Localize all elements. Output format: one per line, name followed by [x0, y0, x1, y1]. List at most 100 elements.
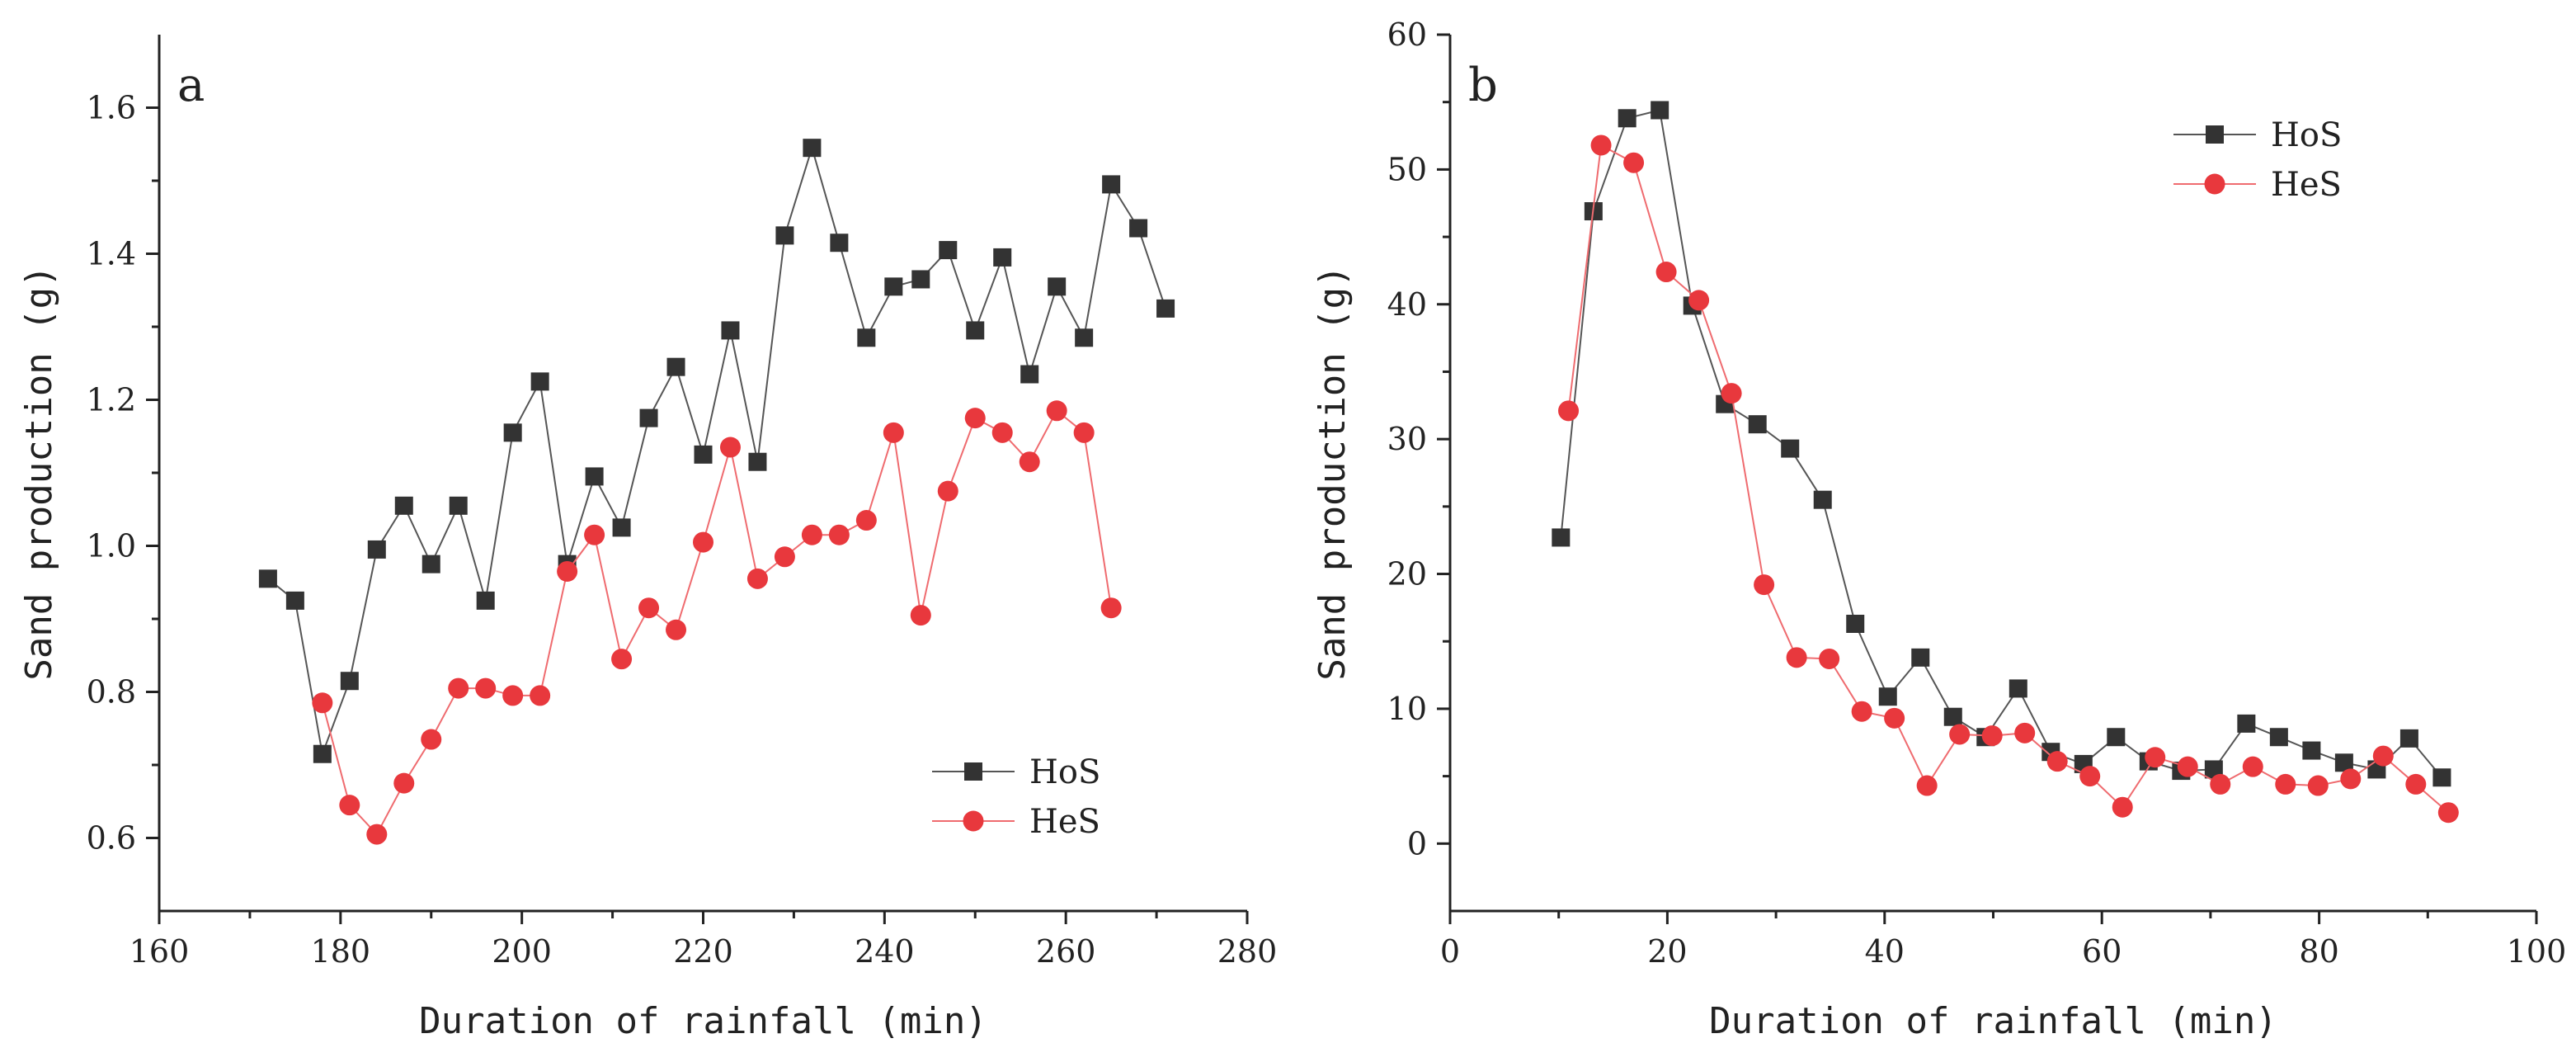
data-point	[2145, 747, 2166, 768]
x-tick-label: 100	[2507, 933, 2567, 970]
data-point	[1721, 383, 1742, 404]
series-line-hes	[1567, 144, 2449, 814]
data-point	[1949, 724, 1971, 745]
data-point	[1981, 725, 2003, 747]
data-point	[502, 685, 524, 706]
data-point	[530, 685, 551, 706]
data-point	[746, 568, 768, 589]
legend-label: HoS	[2271, 116, 2342, 154]
y-tick-label: 20	[1387, 556, 1427, 592]
data-point	[1073, 422, 1095, 443]
x-tick-label: 240	[855, 933, 915, 970]
y-axis-title: Sand production (g)	[1312, 265, 1354, 680]
data-point	[1651, 101, 1669, 120]
data-point	[2177, 756, 2198, 777]
data-point	[666, 357, 685, 376]
x-tick-label: 220	[673, 933, 733, 970]
y-axis-title: Sand production (g)	[18, 265, 60, 680]
legend-marker	[964, 762, 982, 781]
data-point	[1590, 135, 1612, 156]
data-point	[1156, 299, 1175, 318]
data-point	[1102, 175, 1121, 194]
data-point	[312, 692, 333, 714]
legend: HoS HeS	[932, 753, 1100, 841]
data-point	[693, 531, 713, 553]
x-tick-label: 280	[1217, 933, 1278, 970]
data-point	[1075, 328, 1094, 347]
data-point	[2399, 729, 2418, 748]
data-point	[2079, 766, 2101, 787]
data-point	[1048, 277, 1067, 296]
data-point	[366, 824, 388, 845]
data-point	[1884, 707, 1905, 729]
data-point	[748, 452, 767, 471]
data-point	[1754, 574, 1775, 596]
data-point	[1552, 528, 1571, 547]
data-point	[774, 546, 795, 568]
data-point	[2340, 768, 2362, 790]
x-tick-label: 40	[1865, 933, 1905, 970]
data-point	[1819, 648, 1840, 669]
data-point	[966, 321, 985, 340]
data-point	[2405, 773, 2427, 795]
data-point	[2204, 760, 2223, 779]
data-point	[2269, 728, 2288, 747]
data-point	[1846, 614, 1865, 633]
y-tick-label: 1.6	[87, 90, 136, 126]
data-point	[2437, 802, 2459, 824]
series-hes	[1558, 135, 2459, 824]
y-tick-label: 0	[1407, 825, 1427, 861]
y-tick-label: 30	[1387, 421, 1427, 457]
data-point	[2046, 751, 2068, 772]
legend-marker	[963, 810, 984, 832]
series-hos	[258, 139, 1175, 763]
data-point	[721, 321, 740, 340]
data-point	[530, 372, 549, 391]
data-point	[828, 524, 850, 545]
series-line-hos	[1560, 109, 2443, 778]
x-tick-label: 60	[2082, 933, 2122, 970]
legend-label: HeS	[1029, 803, 1100, 841]
data-point	[801, 524, 822, 545]
x-tick-label: 80	[2299, 933, 2338, 970]
data-point	[1019, 451, 1040, 473]
data-point	[638, 597, 660, 619]
chart-panel-b: 0 20 40 60 80 100 0 10 20 30 40 50 60 Duration of rai…	[1312, 17, 2566, 1042]
data-point	[937, 480, 958, 502]
x-tick-label: 260	[1036, 933, 1096, 970]
data-point	[775, 226, 794, 245]
data-point	[367, 540, 386, 559]
data-point	[2009, 679, 2027, 698]
data-point	[339, 795, 360, 816]
data-point	[993, 248, 1012, 267]
data-point	[2242, 756, 2263, 777]
series-line-hos	[267, 144, 1167, 758]
data-point	[639, 408, 658, 427]
data-point	[1100, 597, 1122, 619]
data-point	[939, 241, 958, 260]
data-point	[2237, 714, 2256, 733]
data-point	[719, 437, 741, 458]
data-point	[1020, 365, 1039, 384]
y-tick-label: 50	[1387, 151, 1427, 187]
data-point	[313, 744, 332, 763]
data-point	[1878, 687, 1897, 706]
data-point	[2307, 775, 2329, 796]
data-point	[2334, 753, 2353, 772]
data-point	[503, 423, 522, 442]
data-point	[694, 445, 713, 464]
data-point	[340, 672, 359, 691]
legend-label: HoS	[1029, 753, 1100, 791]
y-tick-label: 60	[1387, 17, 1427, 53]
data-point	[666, 619, 687, 640]
legend-label: HeS	[2271, 166, 2342, 204]
data-point	[884, 277, 903, 296]
panel-label: b	[1468, 59, 1498, 112]
data-point	[2275, 773, 2296, 795]
y-tick-label: 0.8	[87, 674, 136, 710]
data-point	[285, 591, 304, 610]
data-point	[611, 649, 633, 670]
data-point	[1813, 490, 1832, 509]
data-point	[803, 139, 822, 158]
data-point	[830, 234, 849, 253]
